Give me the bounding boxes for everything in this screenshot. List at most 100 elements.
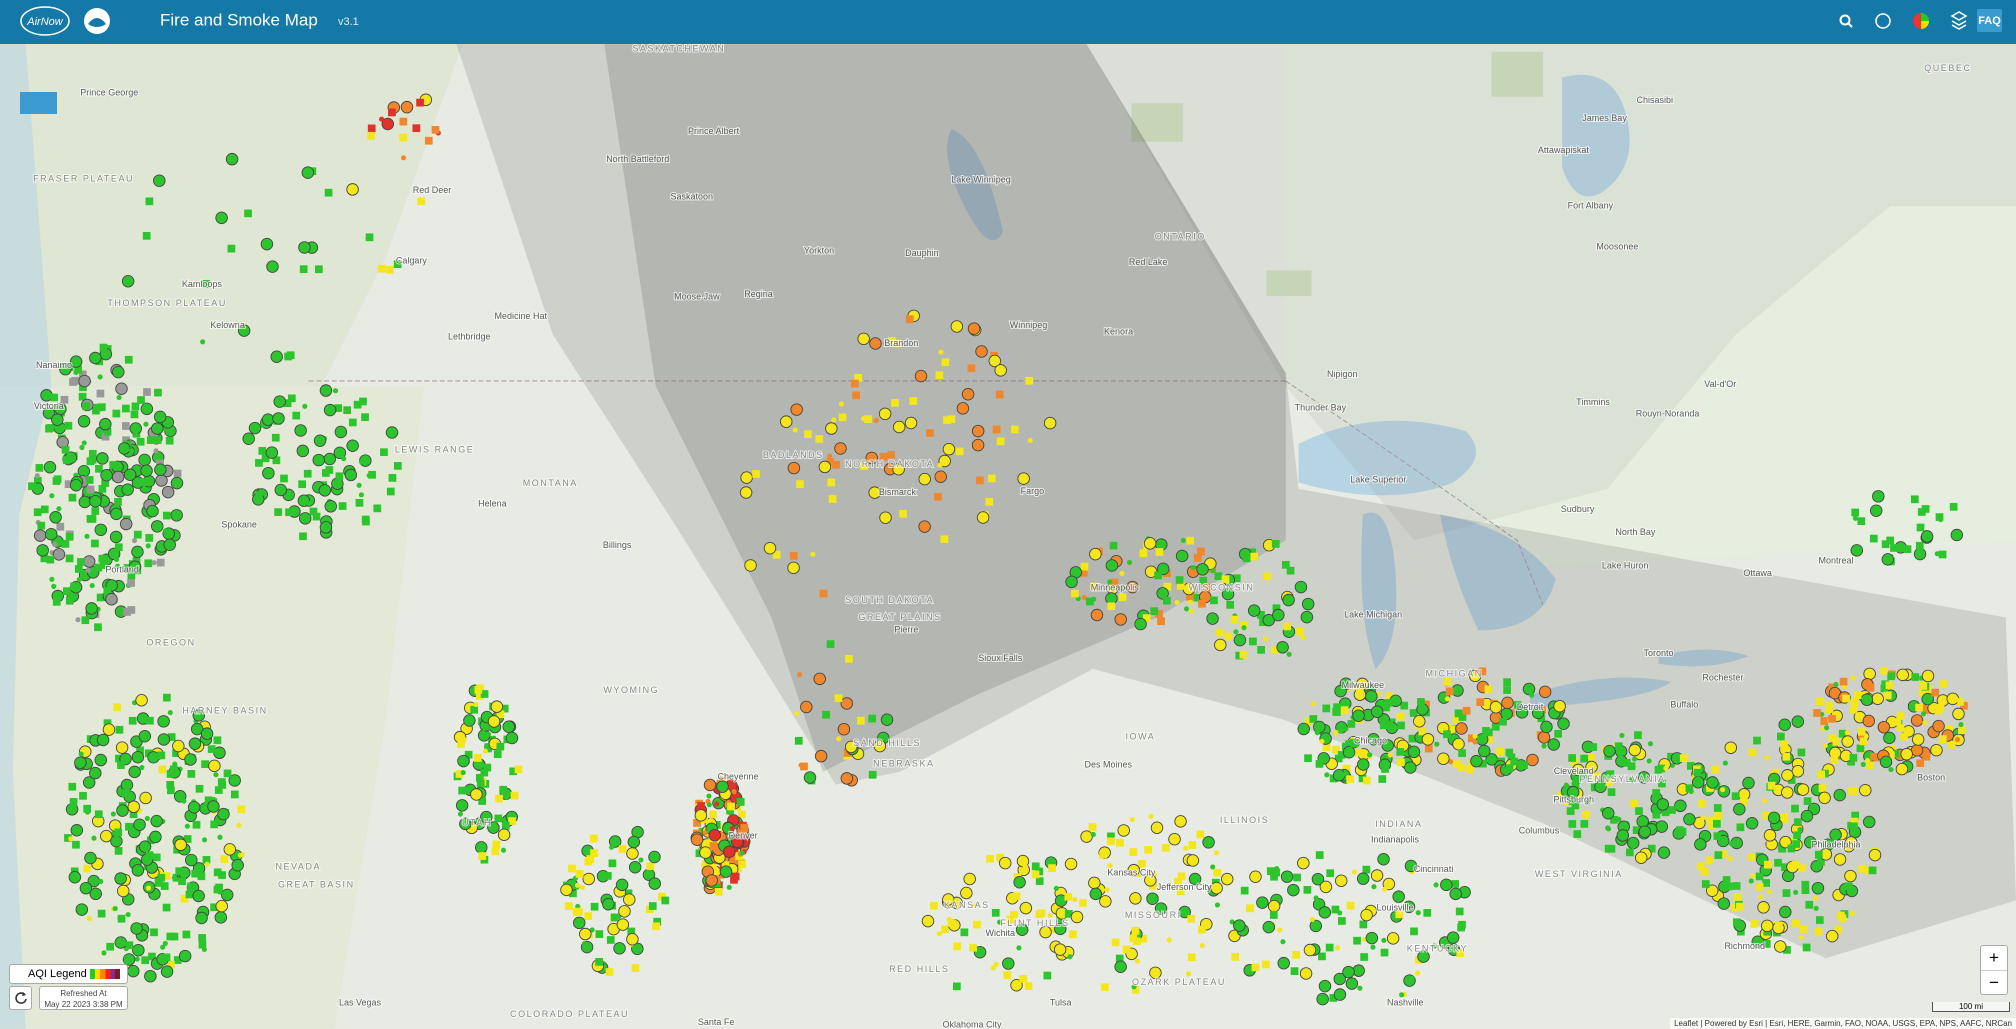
sensor-marker[interactable]: [1139, 934, 1148, 943]
sensor-marker[interactable]: [508, 817, 516, 825]
sensor-marker[interactable]: [217, 778, 226, 786]
location-button[interactable]: [20, 92, 57, 114]
sensor-marker[interactable]: [202, 856, 211, 864]
sensor-marker[interactable]: [1921, 505, 1930, 513]
sensor-marker[interactable]: [127, 579, 135, 587]
sensor-marker[interactable]: [1198, 925, 1206, 934]
sensor-marker[interactable]: [1458, 749, 1466, 758]
sensor-marker[interactable]: [714, 887, 723, 896]
sensor-marker[interactable]: [355, 498, 364, 507]
sensor-marker[interactable]: [64, 480, 73, 489]
sensor-marker[interactable]: [1801, 886, 1810, 895]
monitor-marker[interactable]: [138, 840, 152, 853]
monitor-marker[interactable]: [813, 672, 826, 686]
monitor-marker[interactable]: [703, 778, 717, 792]
sensor-marker[interactable]: [1866, 761, 1874, 770]
sensor-marker[interactable]: [1332, 745, 1340, 754]
sensor-marker[interactable]: [1155, 548, 1164, 556]
sensor-marker[interactable]: [1856, 744, 1865, 753]
sensor-marker[interactable]: [230, 790, 239, 799]
sensor-marker[interactable]: [1919, 681, 1928, 690]
sensor-marker[interactable]: [1399, 992, 1405, 998]
sensor-marker[interactable]: [1183, 606, 1190, 612]
sensor-marker[interactable]: [1266, 867, 1275, 875]
sensor-marker[interactable]: [1246, 904, 1254, 913]
monitor-marker[interactable]: [1437, 752, 1450, 765]
sensor-marker[interactable]: [201, 946, 207, 952]
sensor-marker[interactable]: [1852, 515, 1858, 521]
sensor-marker[interactable]: [1719, 850, 1728, 859]
monitor-marker[interactable]: [70, 824, 84, 837]
sensor-marker[interactable]: [564, 902, 573, 910]
monitor-marker[interactable]: [1316, 992, 1329, 1006]
sensor-marker[interactable]: [78, 392, 87, 401]
sensor-marker[interactable]: [1482, 727, 1490, 735]
sensor-marker[interactable]: [1777, 732, 1785, 741]
sensor-marker[interactable]: [661, 896, 670, 905]
sensor-marker[interactable]: [89, 583, 95, 589]
monitor-marker[interactable]: [100, 829, 113, 843]
monitor-marker[interactable]: [192, 889, 205, 903]
monitor-marker[interactable]: [111, 470, 125, 484]
sensor-marker[interactable]: [935, 371, 944, 379]
sensor-marker[interactable]: [1214, 902, 1221, 908]
monitor-marker[interactable]: [490, 700, 504, 713]
sensor-marker[interactable]: [1107, 602, 1116, 611]
sensor-marker[interactable]: [648, 902, 657, 910]
monitor-marker[interactable]: [1129, 892, 1142, 905]
sensor-marker[interactable]: [891, 399, 899, 407]
sensor-marker[interactable]: [738, 810, 746, 819]
monitor-marker[interactable]: [1114, 613, 1127, 626]
sensor-marker[interactable]: [324, 188, 333, 197]
monitor-marker[interactable]: [731, 835, 744, 848]
sensor-marker[interactable]: [255, 459, 263, 467]
sensor-marker[interactable]: [483, 763, 492, 772]
sensor-marker[interactable]: [115, 725, 124, 734]
globe-button[interactable]: [1875, 13, 1891, 29]
sensor-marker[interactable]: [893, 339, 902, 348]
sensor-marker[interactable]: [1903, 545, 1912, 554]
sensor-marker[interactable]: [1883, 691, 1892, 700]
sensor-marker[interactable]: [1895, 544, 1901, 550]
sensor-marker[interactable]: [35, 464, 44, 472]
sensor-marker[interactable]: [1202, 583, 1211, 592]
sensor-marker[interactable]: [1652, 789, 1660, 797]
sensor-marker[interactable]: [909, 397, 918, 405]
sensor-marker[interactable]: [287, 394, 296, 403]
monitor-marker[interactable]: [84, 851, 97, 865]
sensor-marker[interactable]: [1762, 879, 1771, 887]
sensor-marker[interactable]: [361, 413, 369, 422]
monitor-marker[interactable]: [318, 484, 332, 497]
monitor-marker[interactable]: [1150, 821, 1164, 834]
sensor-marker[interactable]: [624, 889, 633, 898]
sensor-marker[interactable]: [798, 762, 804, 768]
monitor-marker[interactable]: [1318, 979, 1332, 993]
monitor-marker[interactable]: [1280, 870, 1294, 883]
monitor-marker[interactable]: [763, 541, 777, 555]
sensor-marker[interactable]: [1853, 691, 1862, 699]
sensor-marker[interactable]: [697, 802, 706, 810]
sensor-marker[interactable]: [1385, 692, 1394, 701]
sensor-marker[interactable]: [178, 877, 186, 886]
sensor-marker[interactable]: [1496, 747, 1505, 756]
sensor-marker[interactable]: [731, 872, 740, 881]
sensor-marker[interactable]: [1250, 552, 1259, 561]
monitor-marker[interactable]: [628, 860, 642, 874]
sensor-marker[interactable]: [1409, 975, 1415, 982]
sensor-marker[interactable]: [1748, 878, 1754, 884]
sensor-marker[interactable]: [1455, 907, 1464, 916]
sensor-marker[interactable]: [133, 430, 139, 436]
sensor-marker[interactable]: [1272, 868, 1281, 877]
sensor-marker[interactable]: [1362, 865, 1371, 874]
sensor-marker[interactable]: [117, 761, 125, 769]
sensor-marker[interactable]: [1011, 425, 1019, 434]
monitor-marker[interactable]: [1345, 977, 1359, 990]
monitor-marker[interactable]: [1594, 780, 1607, 794]
sensor-marker[interactable]: [1830, 756, 1839, 764]
sensor-marker[interactable]: [1736, 823, 1745, 832]
sensor-marker[interactable]: [819, 589, 828, 598]
sensor-marker[interactable]: [1351, 869, 1357, 875]
sensor-marker[interactable]: [64, 834, 72, 842]
monitor-marker[interactable]: [217, 807, 230, 821]
monitor-marker[interactable]: [301, 166, 315, 179]
